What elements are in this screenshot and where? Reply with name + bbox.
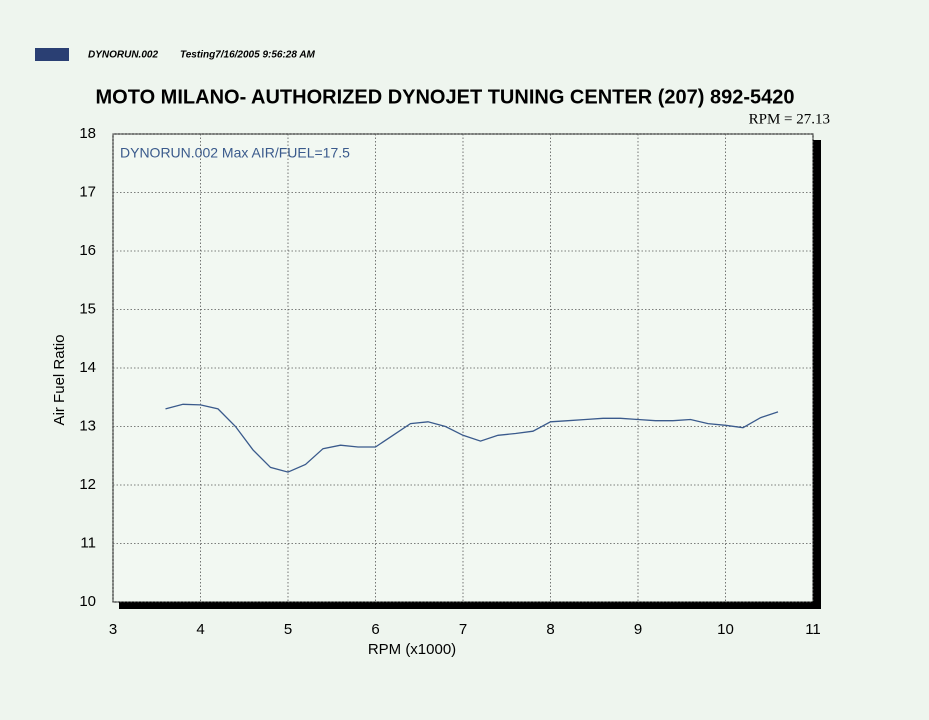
x-tick-label: 11 xyxy=(805,621,821,638)
subtitle: Testing7/16/2005 9:56:28 AM xyxy=(180,50,316,61)
chart-title: MOTO MILANO- AUTHORIZED DYNOJET TUNING C… xyxy=(96,86,795,108)
data-line xyxy=(165,403,779,473)
x-axis-label: RPM (x1000) xyxy=(368,641,456,658)
y-tick-label: 10 xyxy=(79,593,96,610)
x-tick-label: 8 xyxy=(546,621,554,638)
x-tick-label: 4 xyxy=(196,621,204,638)
y-tick-label: 18 xyxy=(79,125,96,142)
annotation: DYNORUN.002 Max AIR/FUEL=17.5 xyxy=(120,145,350,161)
y-tick-label: 12 xyxy=(79,476,96,493)
legend-label: DYNORUN.002 xyxy=(88,50,158,61)
legend-swatch xyxy=(35,48,69,61)
x-tick-label: 9 xyxy=(634,621,642,638)
y-tick-label: 15 xyxy=(79,300,96,317)
x-tick-label: 7 xyxy=(459,621,467,638)
x-tick-label: 10 xyxy=(717,621,734,638)
y-axis-label: Air Fuel Ratio xyxy=(51,335,68,426)
y-tick-label: 11 xyxy=(80,534,96,551)
x-tick-label: 6 xyxy=(371,621,379,638)
x-tick-label: 5 xyxy=(284,621,292,638)
y-tick-label: 14 xyxy=(79,359,96,376)
x-tick-label: 3 xyxy=(109,621,117,638)
y-tick-label: 13 xyxy=(79,417,96,434)
annotation: RPM = 27.13 xyxy=(749,111,830,127)
y-tick-label: 17 xyxy=(79,183,96,200)
y-tick-label: 16 xyxy=(79,242,96,259)
